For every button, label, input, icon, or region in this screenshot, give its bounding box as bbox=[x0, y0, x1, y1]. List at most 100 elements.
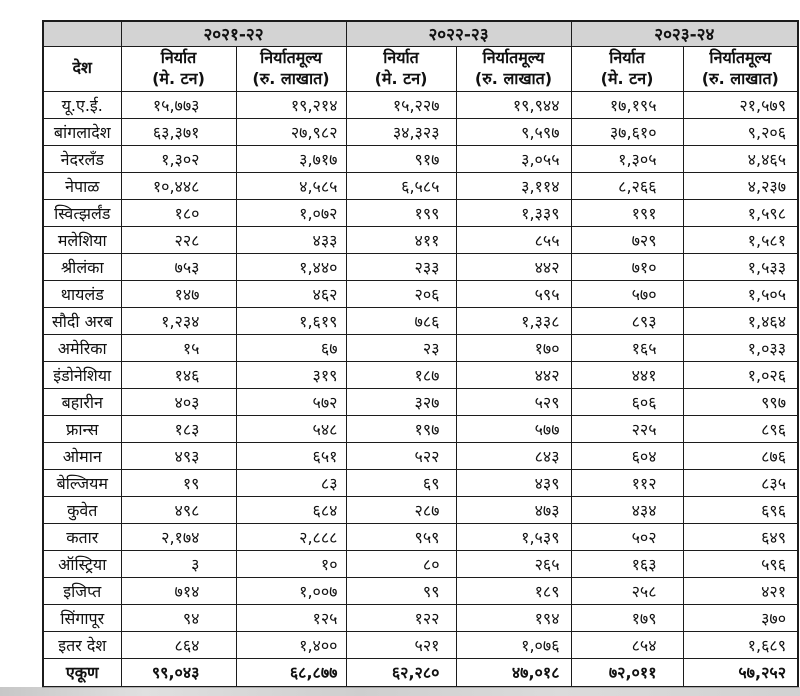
value-cell: ५७० bbox=[570, 279, 684, 308]
value-cell: १,३०५ bbox=[570, 144, 684, 173]
total-label: एकूण bbox=[42, 657, 122, 688]
value-cell: ९,५९७ bbox=[455, 117, 572, 146]
value-cell: १,४४० bbox=[235, 252, 347, 281]
value-cell: १,०७२ bbox=[235, 198, 347, 227]
value-cell: १,५९८ bbox=[682, 198, 799, 227]
value-cell: ६०६ bbox=[570, 387, 684, 416]
value-cell: १,५३३ bbox=[682, 252, 799, 281]
value-cell: २,१७४ bbox=[120, 522, 237, 551]
column-header-row: देश निर्यात (मे. टन) निर्यातमूल्य (रु. ल… bbox=[42, 45, 799, 92]
value-cell: २,८८८ bbox=[235, 522, 347, 551]
value-cell: १,६८९ bbox=[682, 630, 799, 659]
value-cell: ५७७ bbox=[455, 414, 572, 443]
value-cell: ९,२०६ bbox=[682, 117, 799, 146]
table-row: यू.ए.ई. १५,७७३ १९,२१४ १५,२२७ १९,९४४ १७,१… bbox=[42, 90, 799, 119]
table-row: इंडोनेशिया १४६ ३१९ १८७ ४४२ ४४१ १,०२६ bbox=[42, 360, 799, 389]
value-cell: १,०३३ bbox=[682, 333, 799, 362]
table-row: इजिप्त ७१४ १,००७ ९९ १८९ २५८ ४२१ bbox=[42, 576, 799, 605]
value-cell: ३ bbox=[120, 549, 237, 578]
value-cell: ८९६ bbox=[682, 414, 799, 443]
total-row: एकूण ९९,०४३ ६८,८७७ ६२,२८० ४७,०१८ ७२,०११ … bbox=[42, 657, 799, 688]
value-cell: ६९६ bbox=[682, 495, 799, 524]
country-cell: मलेशिया bbox=[42, 225, 122, 254]
year-header-2022-23: २०२२-२३ bbox=[345, 20, 572, 47]
value-cell: १२२ bbox=[345, 603, 457, 632]
value-cell: ८३ bbox=[235, 468, 347, 497]
export-value-header-2: निर्यातमूल्य (रु. लाखात) bbox=[455, 45, 572, 92]
value-cell: ५२९ bbox=[455, 387, 572, 416]
export-value-label: निर्यातमूल्य bbox=[709, 47, 772, 67]
value-cell: ४९८ bbox=[120, 495, 237, 524]
table-row: मलेशिया २२८ ४३३ ४११ ८५५ ७२९ १,५८१ bbox=[42, 225, 799, 254]
value-cell: १९,२१४ bbox=[235, 90, 347, 119]
value-cell: ३१९ bbox=[235, 360, 347, 389]
value-cell: ४४१ bbox=[570, 360, 684, 389]
export-qty-unit: (मे. टन) bbox=[600, 68, 654, 88]
export-value-header-3: निर्यातमूल्य (रु. लाखात) bbox=[682, 45, 799, 92]
export-table: २०२१-२२ २०२२-२३ २०२३-२४ देश निर्यात (मे.… bbox=[42, 20, 800, 688]
value-cell: २०६ bbox=[345, 279, 457, 308]
year-header-2021-22: २०२१-२२ bbox=[120, 20, 347, 47]
value-cell: १६३ bbox=[570, 549, 684, 578]
value-cell: २२५ bbox=[570, 414, 684, 443]
value-cell: ११२ bbox=[570, 468, 684, 497]
value-cell: १८७ bbox=[345, 360, 457, 389]
year-header-2023-24: २०२३-२४ bbox=[570, 20, 799, 47]
value-cell: ४९३ bbox=[120, 441, 237, 470]
value-cell: ९९ bbox=[345, 576, 457, 605]
value-cell: ६९ bbox=[345, 468, 457, 497]
value-cell: ४०३ bbox=[120, 387, 237, 416]
table-row: कतार २,१७४ २,८८८ ९५९ १,५३९ ५०२ ६४९ bbox=[42, 522, 799, 551]
value-cell: १,४६४ bbox=[682, 306, 799, 335]
export-qty-unit: (मे. टन) bbox=[152, 68, 205, 88]
value-cell: ४४२ bbox=[455, 360, 572, 389]
country-cell: फ्रान्स bbox=[42, 414, 122, 443]
value-cell: १,५८१ bbox=[682, 225, 799, 254]
table-row: नेदरलँड १,३०२ ३,७१७ ९१७ ३,०५५ १,३०५ ४,४६… bbox=[42, 144, 799, 173]
value-cell: ८५५ bbox=[455, 225, 572, 254]
value-cell: ४११ bbox=[345, 225, 457, 254]
value-cell: २५८ bbox=[570, 576, 684, 605]
value-cell: १८९ bbox=[455, 576, 572, 605]
export-qty-header-3: निर्यात (मे. टन) bbox=[570, 45, 684, 92]
table-row: ओमान ४९३ ६५१ ५२२ ८४३ ६०४ ८७६ bbox=[42, 441, 799, 470]
value-cell: १,५३९ bbox=[455, 522, 572, 551]
value-cell: २३ bbox=[345, 333, 457, 362]
country-cell: अमेरिका bbox=[42, 333, 122, 362]
corner-cell bbox=[42, 20, 122, 47]
value-cell: ७१४ bbox=[120, 576, 237, 605]
value-cell: १७० bbox=[455, 333, 572, 362]
value-cell: ३,७१७ bbox=[235, 144, 347, 173]
value-cell: ६८४ bbox=[235, 495, 347, 524]
value-cell: १७९ bbox=[570, 603, 684, 632]
value-cell: ९४ bbox=[120, 603, 237, 632]
table-row: श्रीलंका ७५३ १,४४० २३३ ४४२ ७१० १,५३३ bbox=[42, 252, 799, 281]
value-cell: ८६४ bbox=[120, 630, 237, 659]
country-cell: बहारीन bbox=[42, 387, 122, 416]
value-cell: ८० bbox=[345, 549, 457, 578]
value-cell: ३७,६१० bbox=[570, 117, 684, 146]
value-cell: १८३ bbox=[120, 414, 237, 443]
value-cell: १,३३८ bbox=[455, 306, 572, 335]
export-value-header-1: निर्यातमूल्य (रु. लाखात) bbox=[235, 45, 347, 92]
value-cell: १,३०२ bbox=[120, 144, 237, 173]
country-cell: सिंगापूर bbox=[42, 603, 122, 632]
value-cell: ७८६ bbox=[345, 306, 457, 335]
value-cell: ६३,३७१ bbox=[120, 117, 237, 146]
value-cell: ८५४ bbox=[570, 630, 684, 659]
value-cell: १८० bbox=[120, 198, 237, 227]
value-cell: ४४२ bbox=[455, 252, 572, 281]
value-cell: १९ bbox=[120, 468, 237, 497]
value-cell: १७,१९५ bbox=[570, 90, 684, 119]
table-row: सौदी अरब १,२३४ १,६१९ ७८६ १,३३८ ८९३ १,४६४ bbox=[42, 306, 799, 335]
value-cell: १,२३४ bbox=[120, 306, 237, 335]
country-cell: सौदी अरब bbox=[42, 306, 122, 335]
value-cell: ७१० bbox=[570, 252, 684, 281]
year-header-row: २०२१-२२ २०२२-२३ २०२३-२४ bbox=[42, 20, 799, 47]
table-row: सिंगापूर ९४ १२५ १२२ १९४ १७९ ३७० bbox=[42, 603, 799, 632]
export-qty-header-1: निर्यात (मे. टन) bbox=[120, 45, 237, 92]
country-cell: ओमान bbox=[42, 441, 122, 470]
value-cell: ८९३ bbox=[570, 306, 684, 335]
value-cell: १९७ bbox=[345, 414, 457, 443]
